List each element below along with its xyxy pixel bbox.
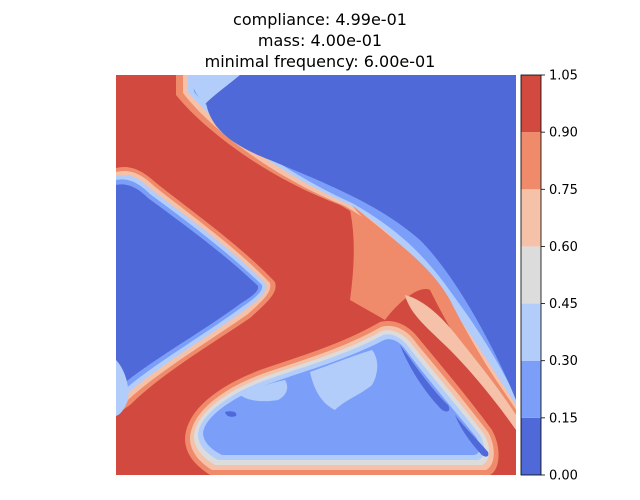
colorbar-segment	[521, 189, 541, 247]
colorbar-segment	[521, 360, 541, 418]
title-line-3: minimal frequency: 6.00e-01	[204, 52, 436, 71]
title-line-2: mass: 4.00e-01	[257, 31, 383, 50]
density-field	[116, 75, 516, 475]
colorbar-segment	[521, 417, 541, 475]
lower-void	[185, 320, 499, 475]
title-line-1: compliance: 4.99e-01	[233, 10, 407, 29]
colorbar-segment	[521, 75, 541, 133]
colorbar: 0.00 0.15 0.30 0.45 0.60 0.75 0.90 1.05	[520, 69, 578, 484]
colorbar-tick-label: 0.30	[549, 354, 578, 369]
colorbar-tick-label: 0.75	[549, 183, 578, 198]
colorbar-segment	[521, 246, 541, 304]
upper-right-void	[176, 75, 516, 420]
colorbar-frame	[520, 74, 542, 476]
colorbar-segment	[521, 132, 541, 190]
transition-wedge-light	[405, 295, 516, 430]
colorbar-tick-label: 0.90	[549, 126, 578, 141]
colorbar-tick-label: 0.15	[549, 411, 578, 426]
colorbar-tick-label: 0.45	[549, 297, 578, 312]
colorbar-tick-label: 0.00	[549, 469, 578, 484]
left-void	[116, 166, 276, 416]
transition-wedge	[350, 210, 430, 320]
colorbar-tick-label: 1.05	[549, 69, 578, 84]
colorbar-segment	[521, 303, 541, 361]
colorbar-tick-label: 0.60	[549, 240, 578, 255]
